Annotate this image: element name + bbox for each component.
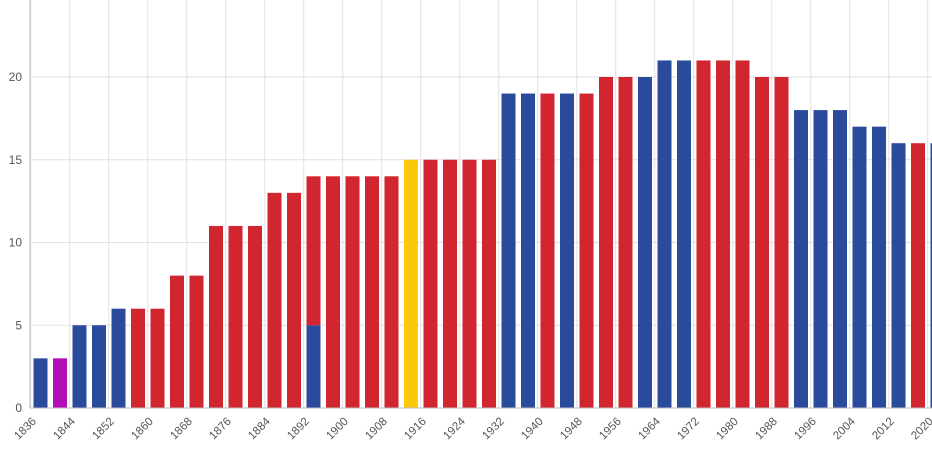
- bar-1932: [501, 93, 516, 409]
- x-tick-label: 1996: [792, 416, 819, 443]
- x-tick-label: 1836: [12, 416, 39, 443]
- x-tick-label: 2004: [831, 415, 858, 442]
- bar-1952: [599, 77, 613, 408]
- bar-1904: [365, 176, 379, 408]
- x-tick-label: 2020: [909, 416, 932, 443]
- bar-1892-blue: [306, 325, 321, 408]
- x-tick-label: 1940: [519, 416, 546, 443]
- bars: [33, 60, 932, 409]
- x-tick-label: 1948: [558, 416, 585, 443]
- y-tick-label: 15: [9, 153, 23, 167]
- bar-1884: [267, 192, 282, 408]
- bar-1988: [774, 77, 789, 408]
- x-tick-label: 1980: [714, 416, 741, 443]
- x-tick-label: 1892: [285, 416, 312, 443]
- bar-1972: [696, 60, 711, 408]
- bar-1908: [384, 176, 399, 408]
- bar-2008: [872, 126, 886, 409]
- bar-1848: [92, 325, 106, 408]
- bar-1844: [72, 325, 87, 408]
- bar-1920: [443, 159, 457, 408]
- bar-1876: [228, 225, 243, 408]
- bar-2020: [930, 143, 932, 408]
- x-tick-label: 1876: [207, 416, 234, 443]
- x-tick-label: 1900: [324, 416, 351, 443]
- bar-2000: [833, 110, 847, 408]
- bar-2012: [891, 143, 906, 408]
- bar-1940: [540, 93, 555, 409]
- x-tick-label: 1852: [90, 416, 117, 443]
- bar-1916: [423, 159, 438, 408]
- bar-1976: [716, 60, 730, 408]
- x-tick-label: 1924: [441, 415, 468, 442]
- bar-1852: [111, 308, 126, 408]
- bar-1980: [735, 60, 750, 408]
- x-tick-label: 1972: [675, 416, 702, 443]
- x-tick-label: 1964: [636, 415, 663, 442]
- bar-1896: [326, 176, 340, 408]
- y-tick-label: 0: [15, 401, 22, 415]
- bar-1900: [345, 176, 360, 408]
- x-tick-label: 1844: [51, 415, 78, 442]
- y-tick-label: 10: [9, 236, 23, 250]
- y-tick-labels: 0 5 10 15 20: [9, 70, 23, 415]
- gridlines: [30, 0, 932, 409]
- bar-1872: [209, 225, 223, 408]
- bar-1960: [638, 77, 652, 408]
- bar-1868: [189, 275, 204, 408]
- x-tick-label: 1860: [129, 416, 156, 443]
- bar-1880: [248, 225, 262, 408]
- bar-1864: [170, 275, 184, 408]
- bar-1924: [462, 159, 477, 408]
- bar-1860: [150, 308, 165, 408]
- bar-1984: [755, 77, 769, 408]
- y-tick-label: 5: [15, 318, 22, 332]
- bar-1996: [813, 110, 828, 408]
- x-tick-label: 2012: [870, 416, 897, 443]
- bar-1944: [560, 93, 574, 409]
- x-tick-label: 1908: [363, 416, 390, 443]
- x-tick-label: 1988: [753, 416, 780, 443]
- x-tick-label: 1932: [480, 416, 507, 443]
- bar-1892-red: [306, 176, 321, 326]
- bar-1964: [657, 60, 672, 408]
- bar-1948: [579, 93, 594, 409]
- x-tick-label: 1884: [246, 415, 273, 442]
- bar-1840: [53, 358, 67, 408]
- bar-1936: [521, 93, 535, 409]
- x-tick-labels: 1836 1844 1852 1860 1868 1876 1884 1892 1900 1908…: [12, 415, 932, 442]
- bar-1836: [33, 358, 48, 408]
- bar-2016: [911, 143, 925, 408]
- bar-1992: [794, 110, 808, 408]
- bar-1956: [618, 77, 633, 408]
- x-tick-label: 1956: [597, 416, 624, 443]
- axes: [29, 0, 932, 409]
- bar-1912: [404, 159, 418, 408]
- bar-1888: [287, 192, 301, 408]
- bar-2004: [852, 126, 867, 409]
- x-tick-label: 1868: [168, 416, 195, 443]
- x-tick-label: 1916: [402, 416, 429, 443]
- bar-1928: [482, 159, 496, 408]
- y-tick-label: 20: [9, 70, 23, 84]
- bar-1968: [677, 60, 691, 408]
- bar-1856: [131, 308, 145, 408]
